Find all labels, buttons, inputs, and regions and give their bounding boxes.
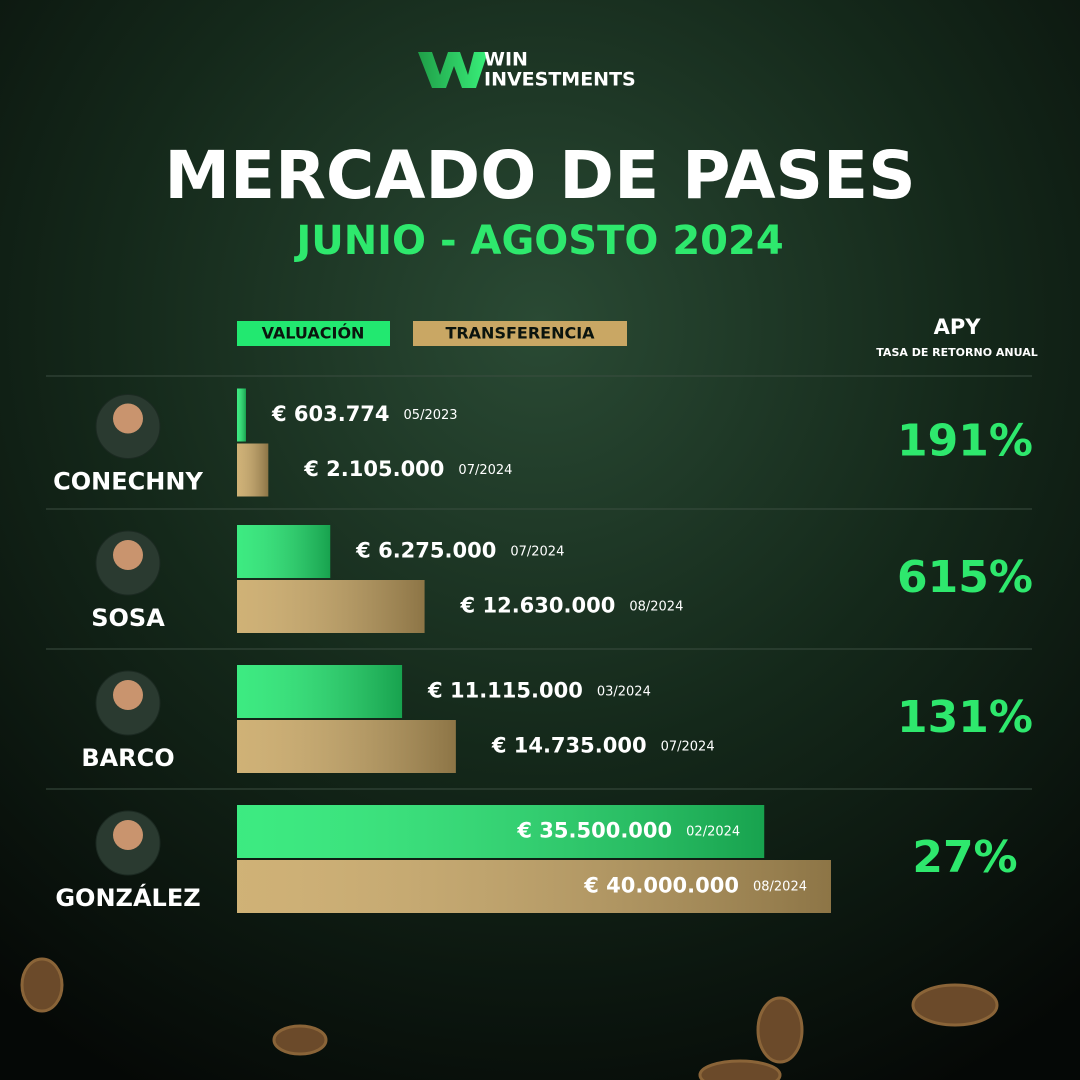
chart-title: MERCADO DE PASES [164,137,915,214]
value-date: 03/2024 [597,684,651,699]
value-amount: € 2.105.000 [303,457,444,481]
legend-swatch [413,321,627,346]
value-date: 07/2024 [458,463,512,478]
value-amount: € 11.115.000 [427,679,583,703]
player-face [113,540,143,570]
bar-shade [237,580,425,633]
value-date: 07/2024 [510,544,564,559]
apy-value: 131% [897,692,1033,743]
player-name: BARCO [81,744,174,772]
value-label: € 2.105.000 07/2024 [303,457,512,481]
bar-shade [237,720,456,773]
player-face [113,820,143,850]
logo-mark [418,52,488,88]
value-label: € 40.000.000 08/2024 [583,874,807,898]
value-amount: € 14.735.000 [491,734,647,758]
player-name: SOSA [91,604,165,632]
bar-shade [237,860,831,913]
value-amount: € 40.000.000 [583,874,739,898]
apy-value: 27% [912,832,1017,883]
value-amount: € 603.774 [271,402,390,426]
brand-line: INVESTMENTS [484,69,636,91]
value-label: € 603.774 05/2023 [271,402,458,426]
apy-subtitle: TASA DE RETORNO ANUAL [876,346,1037,359]
value-date: 02/2024 [686,824,740,839]
legend-swatch [237,321,390,346]
coins [20,957,999,1080]
value-date: 05/2023 [404,408,458,423]
brand-line: WIN [484,49,528,71]
legend-label: TRANSFERENCIA [445,324,595,343]
bar-shade [237,525,331,578]
player-face [113,680,143,710]
value-amount: € 6.275.000 [355,539,496,563]
value-date: 08/2024 [629,599,683,614]
bar-shade [237,805,765,858]
player-face [113,403,143,434]
bar-shade [237,665,403,718]
value-date: 07/2024 [661,739,715,754]
value-label: € 6.275.000 07/2024 [355,539,564,563]
value-label: € 35.500.000 02/2024 [516,819,740,843]
legend-label: VALUACIÓN [262,324,365,343]
player-name: CONECHNY [53,468,203,496]
value-amount: € 35.500.000 [516,819,672,843]
value-amount: € 12.630.000 [460,594,616,618]
apy-value: 191% [897,416,1033,467]
apy-value: 615% [897,552,1033,603]
value-label: € 12.630.000 08/2024 [460,594,684,618]
player-name: GONZÁLEZ [55,883,200,912]
bar-shade [237,388,246,442]
chart-subtitle: JUNIO - AGOSTO 2024 [293,218,783,264]
value-date: 08/2024 [753,879,807,894]
apy-title: APY [934,315,982,339]
value-label: € 11.115.000 03/2024 [427,679,651,703]
bar-shade [237,443,269,497]
value-label: € 14.735.000 07/2024 [491,734,715,758]
